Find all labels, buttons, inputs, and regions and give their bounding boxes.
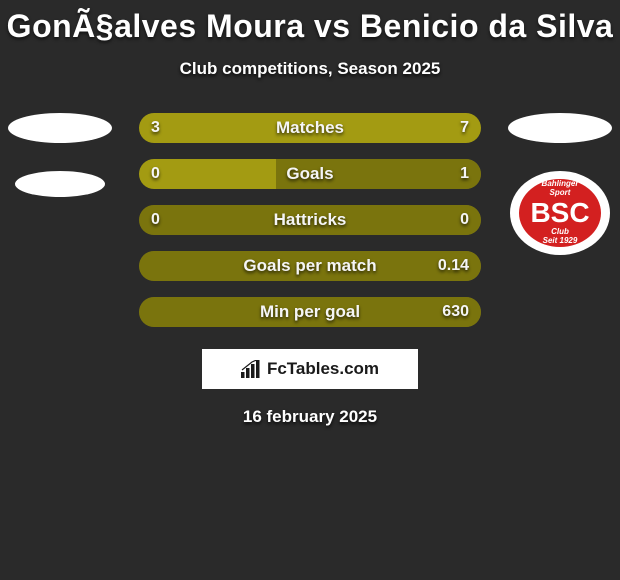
player-right-column: Bahlinger Sport BSC Club Seit 1929 <box>500 113 620 255</box>
stat-bar: 0 Hattricks 0 <box>139 205 481 235</box>
stat-bar: Goals per match 0.14 <box>139 251 481 281</box>
page-subtitle: Club competitions, Season 2025 <box>0 59 620 79</box>
stat-bar: 0 Goals 1 <box>139 159 481 189</box>
stat-label: Goals <box>286 164 333 184</box>
comparison-bars: 3 Matches 7 0 Goals 1 0 Hattricks 0 Goals per mat… <box>139 113 481 327</box>
stat-value-left: 0 <box>151 165 160 183</box>
player-left-column <box>0 113 120 197</box>
club-logo-inner: Bahlinger Sport BSC Club Seit 1929 <box>516 176 604 250</box>
player-right-club-logo: Bahlinger Sport BSC Club Seit 1929 <box>510 171 610 255</box>
club-abbrev: BSC <box>530 199 589 227</box>
stat-bar: Min per goal 630 <box>139 297 481 327</box>
stat-value-right: 1 <box>460 165 469 183</box>
stat-value-right: 7 <box>460 119 469 137</box>
comparison-content: Bahlinger Sport BSC Club Seit 1929 3 Matc… <box>0 113 620 327</box>
stat-value-right: 0.14 <box>438 257 469 275</box>
stat-label: Matches <box>276 118 344 138</box>
player-right-avatar <box>508 113 612 143</box>
club-line4: Seit 1929 <box>543 237 578 246</box>
page-title: GonÃ§alves Moura vs Benicio da Silva <box>0 0 620 45</box>
stat-value-right: 0 <box>460 211 469 229</box>
stat-label: Hattricks <box>274 210 347 230</box>
date-line: 16 february 2025 <box>0 407 620 427</box>
stat-bar: 3 Matches 7 <box>139 113 481 143</box>
brand-text: FcTables.com <box>267 359 379 379</box>
stat-value-left: 3 <box>151 119 160 137</box>
player-left-club-placeholder <box>15 171 105 197</box>
stat-value-right: 630 <box>442 303 469 321</box>
stat-value-left: 0 <box>151 211 160 229</box>
stat-label: Goals per match <box>243 256 376 276</box>
stat-label: Min per goal <box>260 302 360 322</box>
brand-box: FcTables.com <box>202 349 418 389</box>
player-left-avatar <box>8 113 112 143</box>
brand-chart-icon <box>241 360 263 378</box>
